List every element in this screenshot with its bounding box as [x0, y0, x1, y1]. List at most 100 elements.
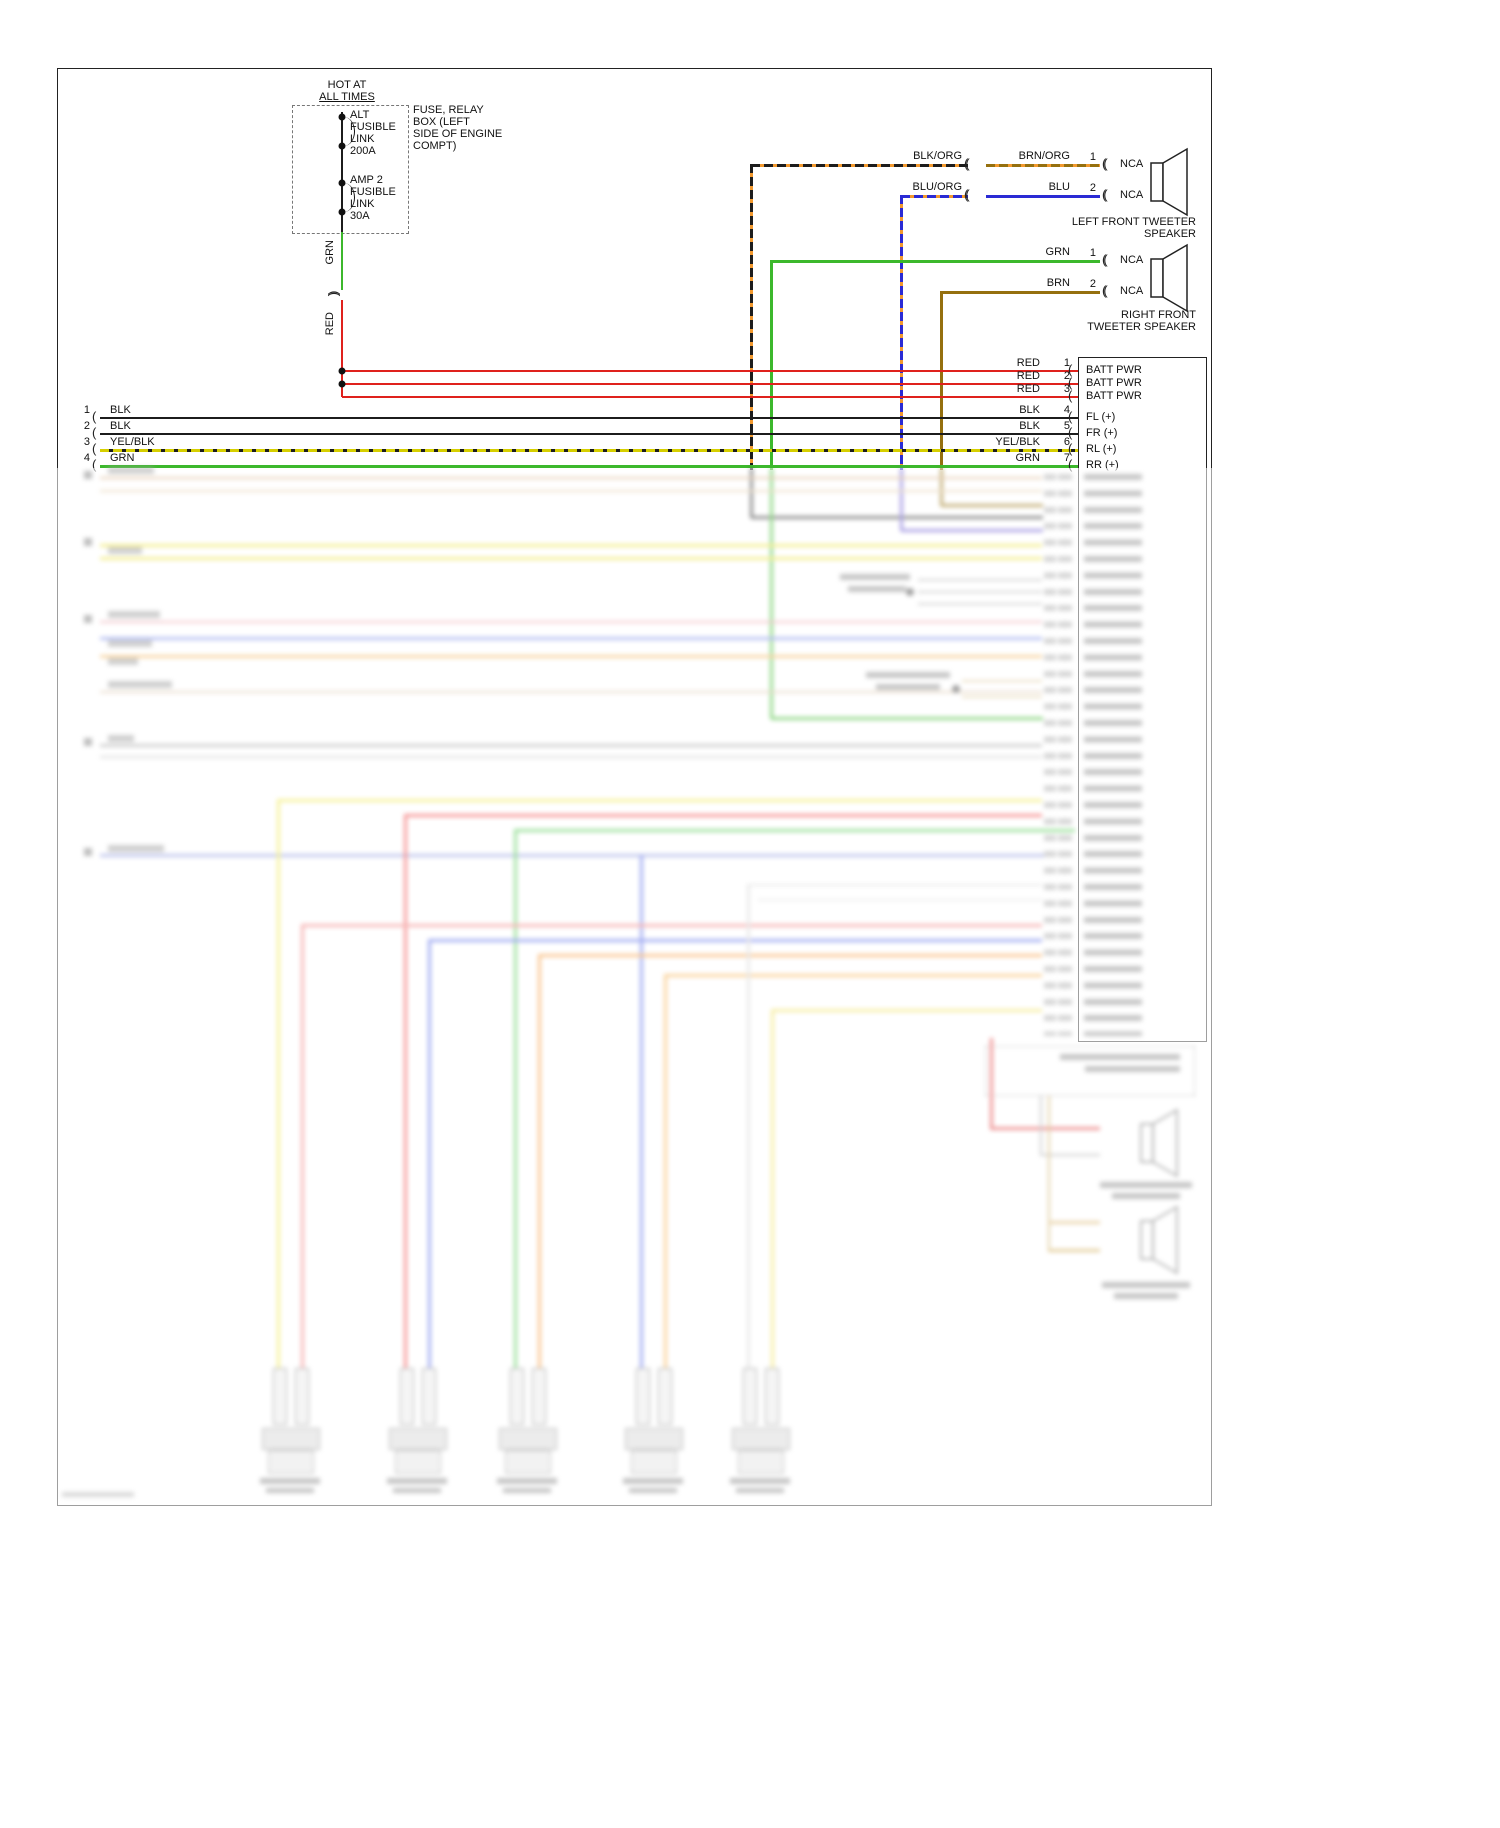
wire-label: YEL/BLK	[110, 436, 155, 448]
bluorg-wire	[901, 195, 968, 198]
junction-dot	[338, 367, 346, 375]
bluorg-wire-vertical	[900, 195, 903, 470]
fusible-link-terminal	[338, 179, 346, 187]
grn-wire	[771, 260, 1100, 263]
wire-label: BRN/ORG	[1018, 150, 1070, 162]
grn-wire	[100, 465, 1078, 468]
wire-label: RED	[1016, 383, 1040, 395]
wire-label: RED	[1016, 357, 1040, 369]
grn-wire-vertical	[341, 232, 343, 290]
pin-number: 2	[83, 420, 90, 432]
fusible-link-terminal	[338, 113, 346, 121]
wire-label: GRN	[110, 452, 135, 464]
fuse-box-label: COMPT)	[413, 140, 457, 152]
pin-number: 2	[1089, 182, 1096, 194]
grn-wire-label: GRN	[324, 240, 336, 265]
supply-wire	[341, 112, 343, 232]
pin-number: 4	[1063, 404, 1070, 416]
pin-connector-icon	[1068, 389, 1072, 403]
terminal-label: NCA	[1120, 158, 1144, 170]
inline-connector-icon	[964, 157, 967, 171]
wire-label: BLK	[110, 420, 131, 432]
amp2-link-label: FUSIBLE	[350, 186, 396, 198]
amp2-link-label: 30A	[350, 210, 370, 222]
pin-number: 1	[83, 404, 90, 416]
terminal-label: BATT PWR	[1086, 390, 1142, 402]
terminal-label: NCA	[1120, 254, 1144, 266]
inline-connector-icon	[327, 291, 341, 294]
pin-connector-icon	[1102, 188, 1105, 202]
fuse-box-label: SIDE OF ENGINE	[413, 128, 503, 140]
terminal-label: BATT PWR	[1086, 377, 1142, 389]
alt-link-label: 200A	[350, 145, 376, 157]
red-wire	[342, 383, 1078, 385]
pin-number: 2	[1089, 278, 1096, 290]
terminal-label: FR (+)	[1086, 427, 1118, 439]
hot-at-label: HOT AT	[327, 79, 367, 91]
terminal-label: NCA	[1120, 285, 1144, 297]
wire-label: GRN	[1045, 246, 1070, 258]
pin-number: 1	[1063, 357, 1070, 369]
fusible-link-icon	[344, 183, 355, 212]
speaker-icon	[1150, 243, 1188, 313]
pin-number: 3	[83, 436, 90, 448]
red-wire-label: RED	[324, 312, 336, 336]
component-name: TWEETER SPEAKER	[1087, 321, 1196, 333]
fuse-relay-box-outline	[292, 105, 409, 234]
faded-region-wash	[45, 468, 1217, 1516]
component-name: SPEAKER	[1144, 228, 1196, 240]
pin-number: 4	[83, 452, 90, 464]
fusible-link-icon	[344, 117, 355, 146]
pin-number: 2	[1063, 370, 1070, 382]
alt-link-label: ALT	[350, 109, 370, 121]
wire-label: GRN	[1015, 452, 1040, 464]
pin-connector-icon	[92, 410, 96, 424]
all-times-label: ALL TIMES	[319, 91, 375, 103]
terminal-label: NCA	[1120, 189, 1144, 201]
pin-connector-icon	[1102, 284, 1105, 298]
amp2-link-label: AMP 2	[350, 174, 383, 186]
blu-wire	[986, 195, 1100, 198]
wire-label: BRN	[1046, 277, 1070, 289]
pin-connector-icon	[92, 426, 96, 440]
terminal-label: RL (+)	[1086, 443, 1117, 455]
terminal-label: FL (+)	[1086, 411, 1116, 423]
yelblk-wire	[100, 449, 1078, 452]
brn-wire	[941, 291, 1100, 294]
blkorg-wire-vertical	[750, 164, 753, 470]
blk-wire	[100, 417, 1078, 419]
component-name: LEFT FRONT TWEETER	[1071, 216, 1196, 228]
wire-label: BLK	[110, 404, 131, 416]
wire-label: YEL/BLK	[995, 436, 1040, 448]
junction-dot	[338, 380, 346, 388]
fuse-box-label: BOX (LEFT	[413, 116, 470, 128]
pin-connector-icon	[92, 442, 96, 456]
fusible-link-terminal	[338, 208, 346, 216]
speaker-icon	[1150, 147, 1188, 217]
wire-label: BLK/ORG	[913, 150, 962, 162]
fuse-box-label: FUSE, RELAY	[413, 104, 484, 116]
pin-number: 6	[1063, 436, 1070, 448]
pin-connector-icon	[1102, 157, 1105, 171]
grn-wire-vertical	[770, 260, 773, 470]
pin-number: 7	[1063, 452, 1070, 464]
wire-label: RED	[1016, 370, 1040, 382]
alt-link-label: LINK	[350, 133, 375, 145]
red-wire-vertical	[341, 300, 343, 397]
brn-wire-vertical	[940, 291, 943, 470]
brnorg-wire	[986, 164, 1100, 167]
wire-label: BLU/ORG	[912, 181, 962, 193]
pin-connector-icon	[1102, 253, 1105, 267]
red-wire	[342, 396, 1078, 398]
pin-number: 3	[1063, 383, 1070, 395]
inline-connector-icon	[964, 188, 967, 202]
amp2-link-label: LINK	[350, 198, 375, 210]
component-name: RIGHT FRONT	[1121, 309, 1196, 321]
wire-label: BLU	[1048, 181, 1070, 193]
alt-link-label: FUSIBLE	[350, 121, 396, 133]
fusible-link-terminal	[338, 142, 346, 150]
pin-number: 1	[1089, 247, 1096, 259]
pin-number: 1	[1089, 151, 1096, 163]
blkorg-wire	[751, 164, 968, 167]
